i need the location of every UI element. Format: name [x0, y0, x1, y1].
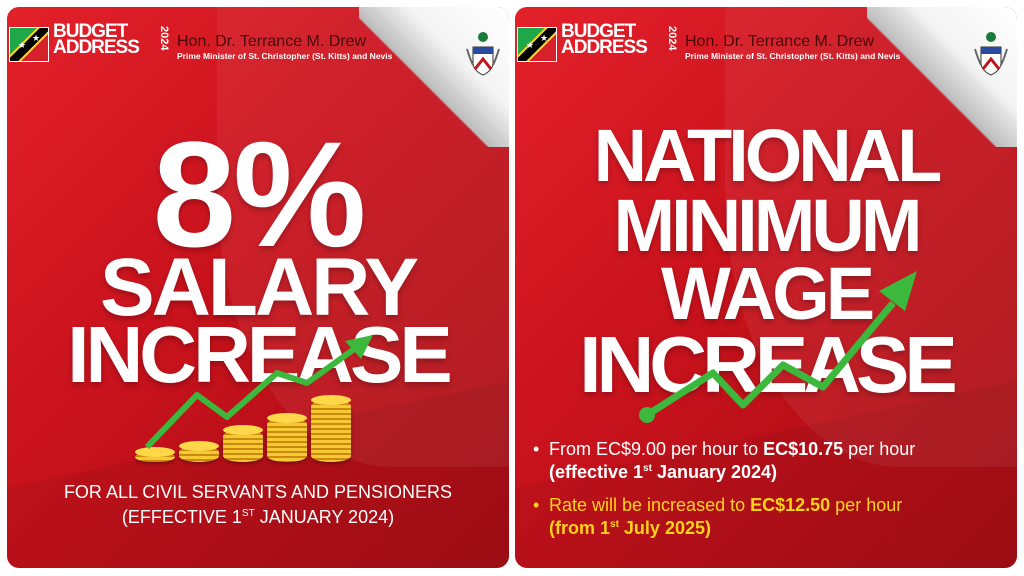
speaker-title: Prime Minister of St. Christopher (St. K… [177, 51, 393, 61]
headline-percent: 8% [152, 110, 367, 278]
page-curl [867, 7, 1017, 147]
headline-national: NATIONAL [593, 114, 943, 197]
headline-wage: WAGE [660, 252, 875, 335]
salary-increase-panel: ★ ★ BUDGET ADDRESS 2024 Hon. Dr. Terrance … [7, 7, 509, 568]
flag-icon: ★ ★ [9, 27, 49, 62]
coat-of-arms-icon [466, 32, 500, 76]
coin-stack-icon [135, 387, 365, 462]
coat-of-arms-icon [974, 32, 1008, 76]
headline-increase: INCREASE [67, 310, 452, 399]
speaker-name: Hon. Dr. Terrance M. Drew [177, 33, 367, 50]
speaker-title: Prime Minister of St. Christopher (St. K… [685, 51, 901, 61]
bullet-current-increase: From EC$9.00 per hour to EC$10.75 per ho… [533, 440, 1003, 482]
page-curl [359, 7, 509, 147]
growth-arrow-icon [639, 271, 917, 423]
minimum-wage-panel: ★ ★ BUDGET ADDRESS 2024 Hon. Dr. Terrance … [515, 7, 1017, 568]
growth-arrow-icon [144, 335, 373, 450]
wage-details: From EC$9.00 per hour to EC$10.75 per ho… [533, 440, 1003, 552]
budget-address-logo: BUDGET ADDRESS 2024 [53, 21, 170, 58]
headline-increase: INCREASE [579, 320, 957, 409]
headline-salary: SALARY [99, 242, 419, 333]
bullet-future-increase: Rate will be increased to EC$12.50 per h… [533, 496, 1003, 538]
footer-line-2: (EFFECTIVE 1ST JANUARY 2024) [121, 507, 395, 527]
flag-icon: ★ ★ [517, 27, 557, 62]
budget-address-logo: BUDGET ADDRESS 2024 [561, 21, 678, 58]
headline-minimum: MINIMUM [613, 184, 923, 267]
speaker-name: Hon. Dr. Terrance M. Drew [685, 33, 875, 50]
footer-line-1: FOR ALL CIVIL SERVANTS AND PENSIONERS [63, 482, 453, 502]
